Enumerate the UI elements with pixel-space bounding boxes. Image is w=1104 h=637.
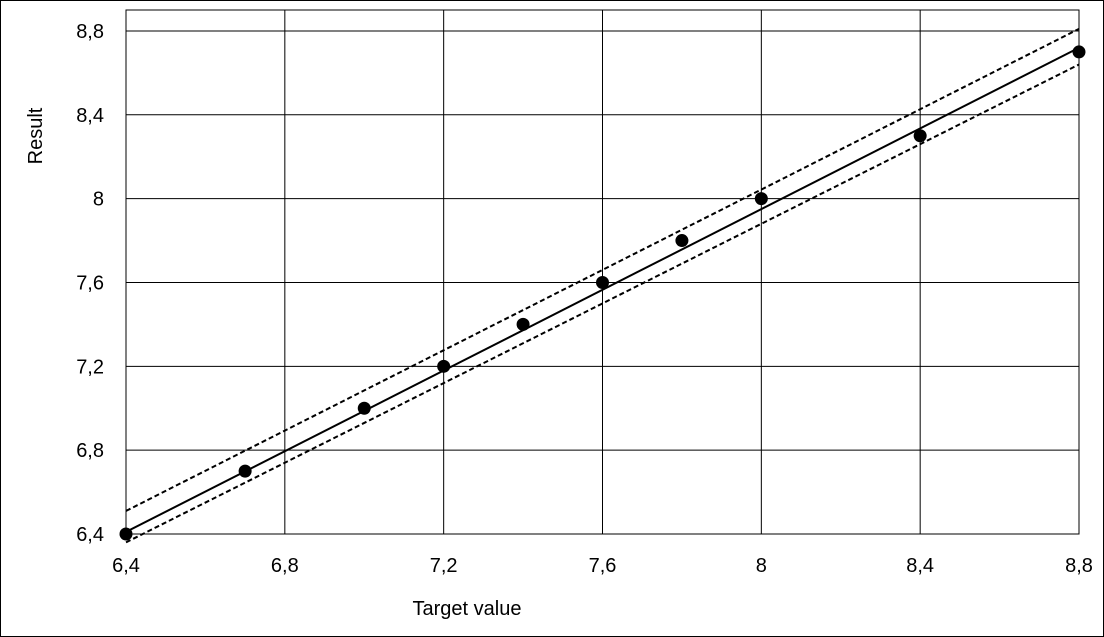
y-tick-label: 6,4 bbox=[76, 524, 104, 546]
confidence-bound-line bbox=[125, 27, 1080, 512]
x-tick-label: 7,2 bbox=[430, 555, 458, 577]
data-point bbox=[913, 129, 927, 143]
data-point bbox=[754, 192, 768, 206]
data-point bbox=[675, 234, 689, 248]
data-points bbox=[119, 45, 1086, 541]
grid-lines bbox=[125, 10, 1080, 535]
y-tick-label: 7,6 bbox=[76, 272, 104, 294]
x-tick-label: 8 bbox=[756, 555, 767, 577]
data-point bbox=[596, 275, 609, 289]
x-axis-title: Target value bbox=[413, 598, 522, 620]
data-point bbox=[437, 359, 451, 373]
x-tick-label: 6,8 bbox=[271, 555, 299, 577]
fit-lines bbox=[125, 27, 1080, 544]
y-tick-label: 7,2 bbox=[76, 356, 104, 378]
data-point bbox=[357, 401, 371, 415]
x-tick-label: 8,8 bbox=[1065, 555, 1093, 577]
regression-line bbox=[125, 46, 1080, 533]
y-tick-label: 6,8 bbox=[76, 440, 104, 462]
y-tick-label: 8,8 bbox=[76, 21, 104, 43]
x-tick-label: 6,4 bbox=[112, 555, 140, 577]
data-point bbox=[119, 527, 133, 541]
data-point bbox=[516, 317, 530, 331]
y-axis-title: Result bbox=[25, 107, 47, 164]
y-tick-label: 8 bbox=[93, 189, 104, 211]
plot-area-border bbox=[125, 9, 1080, 535]
x-tick-label: 8,4 bbox=[906, 555, 934, 577]
data-point bbox=[238, 464, 252, 478]
y-axis-tick-labels: 6,4 6,8 7,2 7,6 8 8,4 8,8 bbox=[76, 21, 104, 546]
data-point bbox=[1072, 45, 1086, 59]
y-tick-label: 8,4 bbox=[76, 105, 104, 127]
x-tick-label: 7,6 bbox=[589, 555, 617, 577]
confidence-bound-line bbox=[125, 63, 1080, 544]
x-axis-tick-labels: 6,4 6,8 7,2 7,6 8 8,4 8,8 bbox=[112, 555, 1093, 577]
